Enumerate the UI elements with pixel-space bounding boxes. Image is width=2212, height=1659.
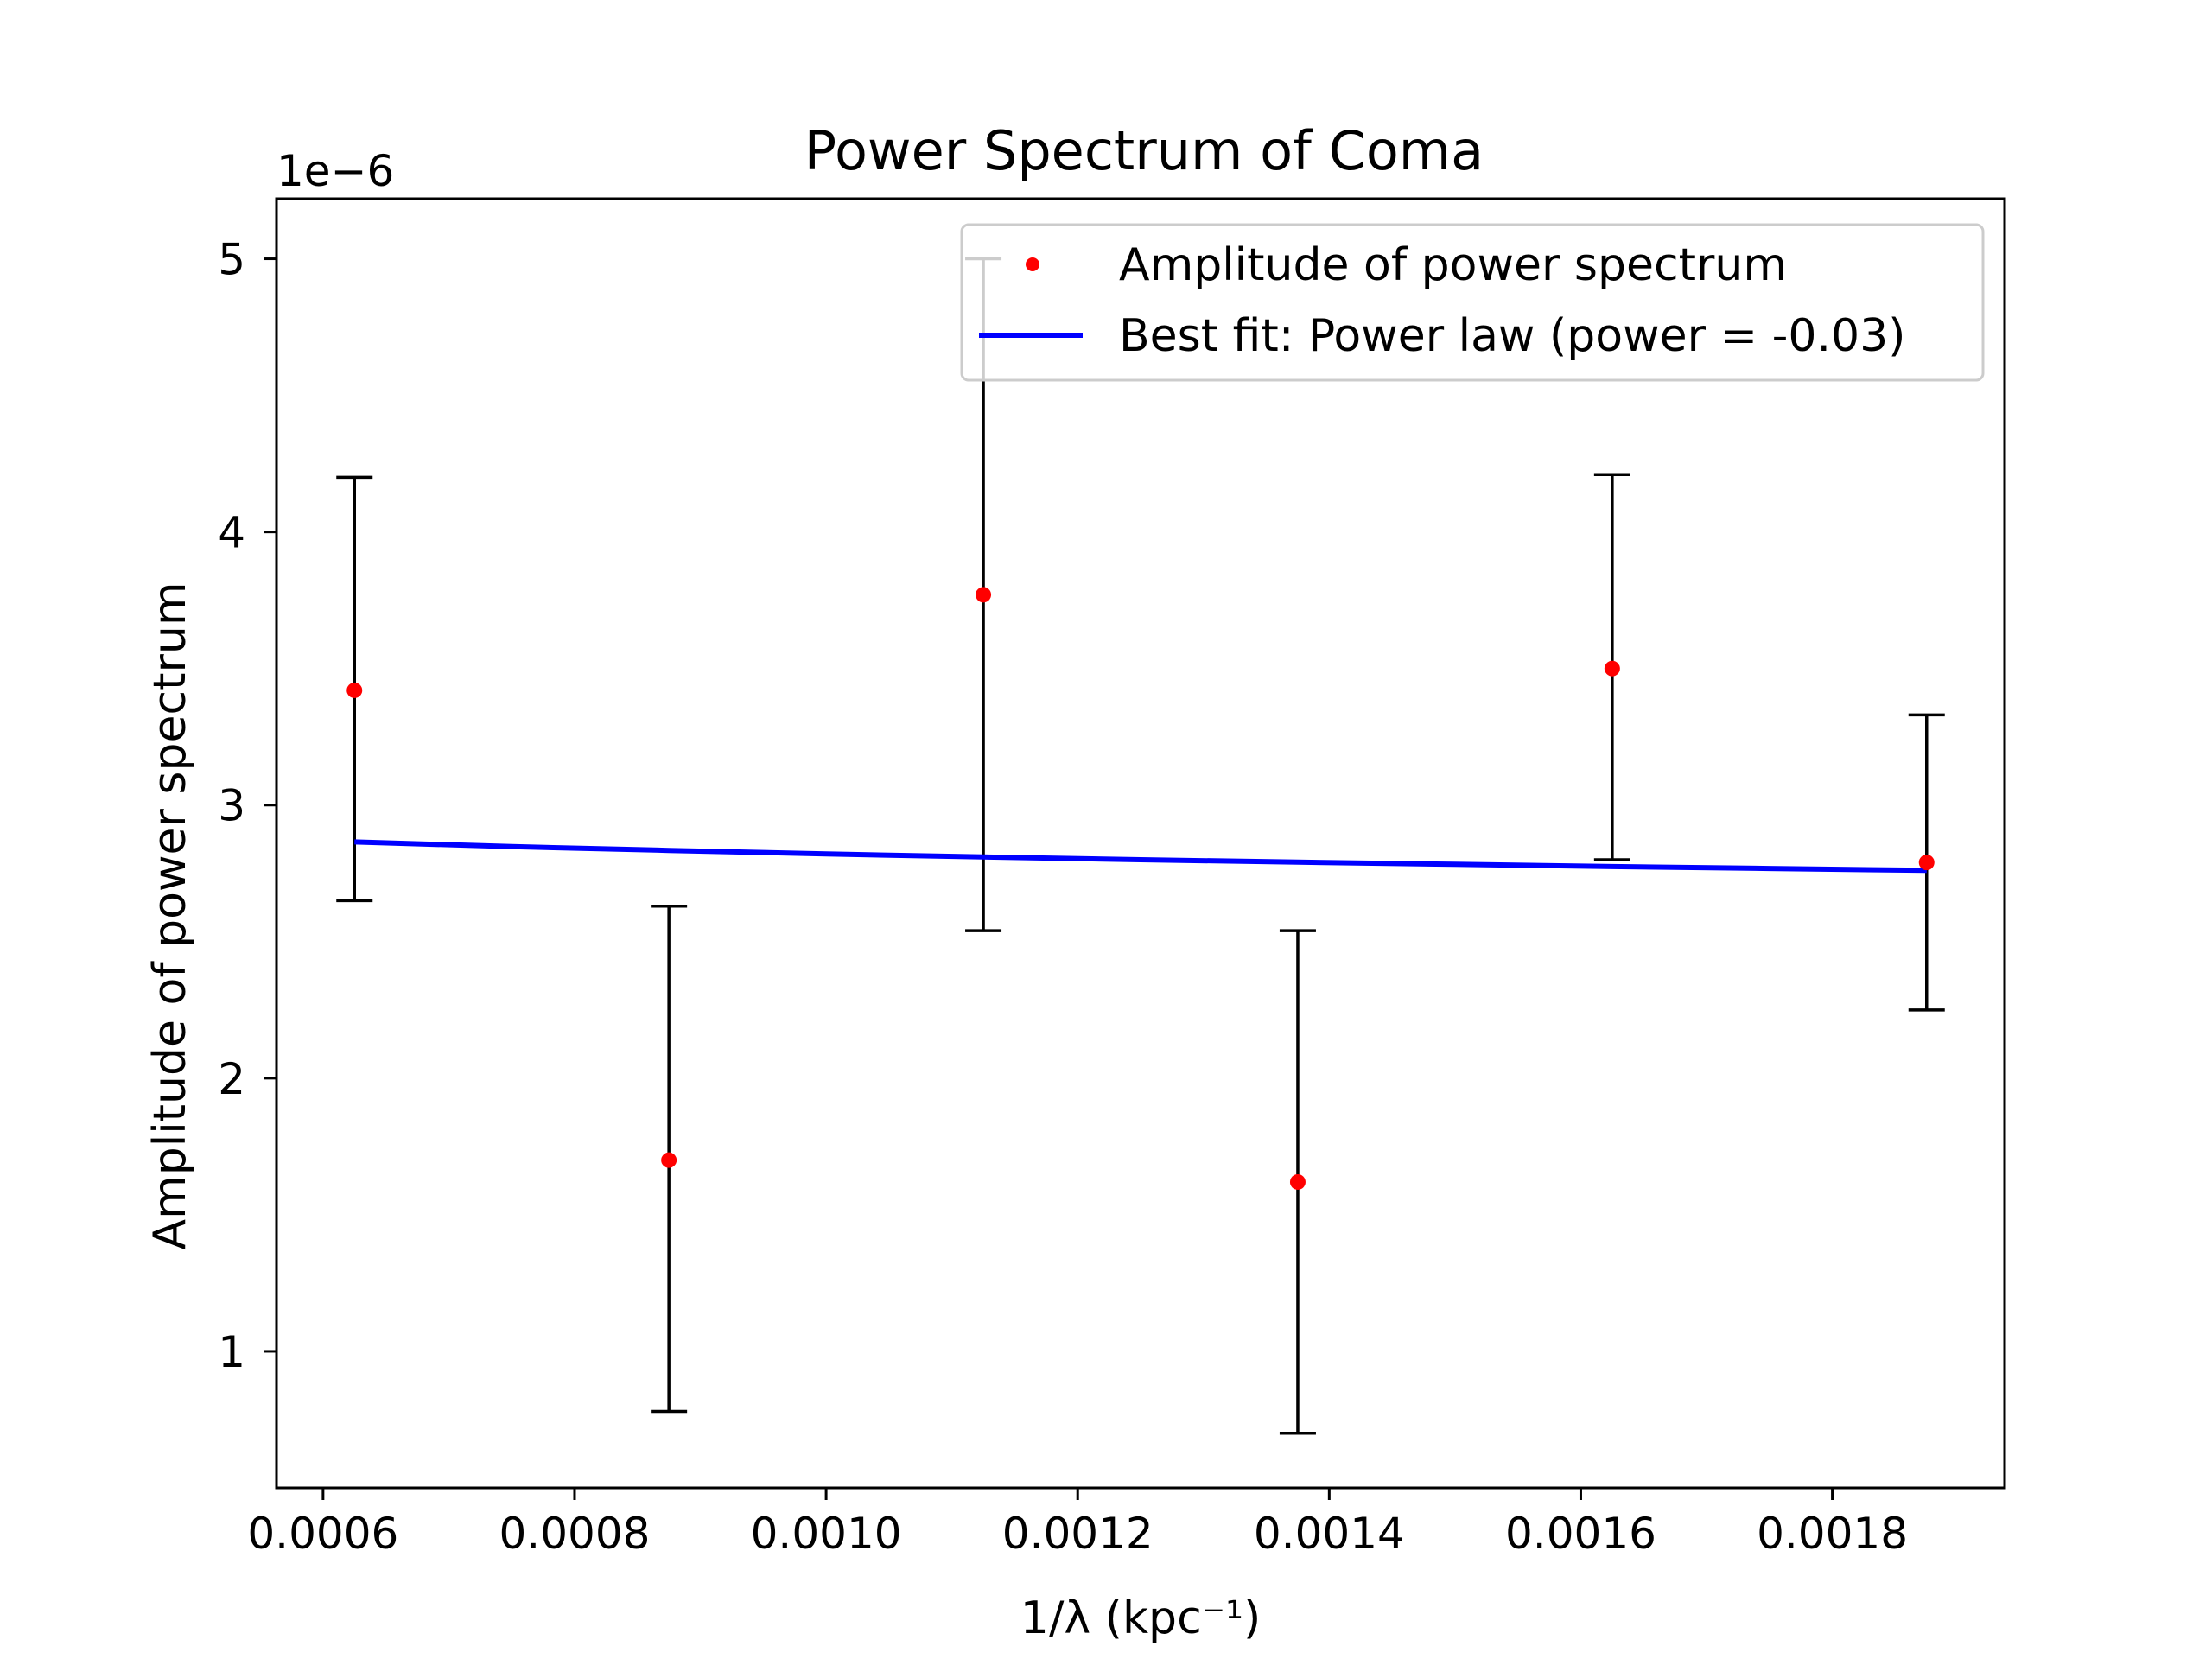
y-tick-label: 1 (218, 1327, 245, 1377)
legend-label-fit-line: Best fit: Power law (power = -0.03) (1119, 310, 1905, 362)
data-point (1289, 1173, 1306, 1190)
x-tick-label: 0.0010 (751, 1509, 902, 1559)
data-point (346, 682, 363, 698)
data-point (661, 1152, 677, 1168)
y-tick-label: 4 (218, 508, 245, 558)
data-point (1918, 855, 1935, 871)
chart-title: Power Spectrum of Coma (804, 119, 1484, 182)
x-axis-label: 1/λ (kpc⁻¹) (1020, 1592, 1261, 1644)
x-tick-label: 0.0012 (1002, 1509, 1154, 1559)
y-axis: 1 2 3 4 5 (218, 235, 276, 1377)
x-tick-label: 0.0018 (1757, 1509, 1908, 1559)
y-tick-label: 2 (218, 1054, 245, 1104)
axes-frame (275, 197, 2006, 1490)
data-point (976, 587, 992, 603)
legend-marker-points (1026, 257, 1039, 271)
legend: Amplitude of power spectrum Best fit: Po… (960, 223, 1985, 382)
y-tick-label: 5 (218, 235, 245, 285)
y-offset-label: 1e−6 (276, 146, 394, 196)
y-tick-label: 3 (218, 781, 245, 831)
best-fit-line (354, 839, 1927, 874)
x-tick-label: 0.0006 (247, 1509, 398, 1559)
x-tick-label: 0.0014 (1254, 1509, 1405, 1559)
x-tick-label: 0.0008 (499, 1509, 651, 1559)
x-axis: 0.0006 0.0008 0.0010 0.0012 0.0014 0.0016 0.00… (247, 1488, 1908, 1559)
x-tick-label: 0.0016 (1505, 1509, 1656, 1559)
data-point (1604, 660, 1620, 677)
legend-box (960, 223, 1985, 382)
legend-label-points: Amplitude of power spectrum (1119, 239, 1787, 291)
y-axis-label: Amplitude of power spectrum (144, 582, 196, 1250)
